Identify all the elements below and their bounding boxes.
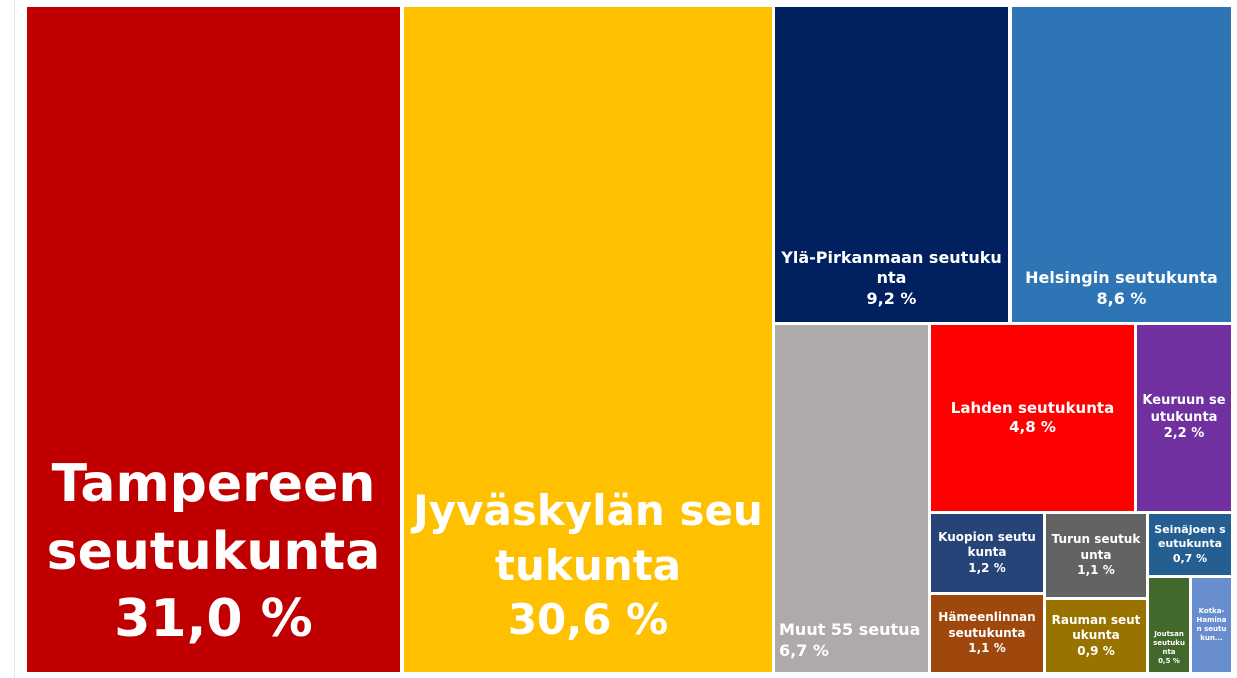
treemap-cell: Rauman seutukunta 0,9 % (1046, 600, 1146, 672)
cell-label: Kotka-Haminan seutukun... (1196, 606, 1227, 643)
cell-value: 8,6 % (1096, 289, 1147, 309)
treemap-cell: Lahden seutukunta 4,8 % (931, 325, 1134, 511)
cell-value: 4,8 % (1009, 418, 1056, 436)
cell-label: Lahden seutukunta (950, 398, 1115, 417)
cell-label: Joutsan seutukunta (1153, 629, 1185, 656)
cell-label: Hämeenlinnan seutukunta (938, 610, 1036, 640)
cell-value: 0,5 % (1158, 656, 1180, 665)
cell-label: Turun seutukunta (1051, 532, 1141, 562)
cell-label: Ylä-Pirkanmaan seutukunta (781, 247, 1002, 288)
cell-value: 6,7 % (779, 641, 829, 661)
treemap-cell: Joutsan seutukunta 0,5 % (1149, 578, 1189, 672)
treemap-cell: Helsingin seutukunta 8,6 % (1012, 7, 1231, 322)
treemap-cell: Muut 55 seutua 6,7 % (775, 325, 928, 672)
treemap-cell: Jyväskylän seutukunta 30,6 % (404, 7, 772, 672)
cell-label: Muut 55 seutua (779, 620, 921, 640)
frame-edge (14, 0, 15, 678)
cell-value: 0,9 % (1077, 643, 1115, 658)
treemap-cell: Keuruun seutukunta 2,2 % (1137, 325, 1231, 511)
treemap-cell: Seinäjoen seutukunta 0,7 % (1149, 514, 1231, 575)
cell-value: 9,2 % (866, 289, 917, 309)
cell-label: Keuruun seutukunta (1142, 392, 1226, 425)
cell-value: 1,2 % (968, 560, 1006, 575)
cell-value: 0,7 % (1172, 551, 1208, 565)
cell-label: Seinäjoen seutukunta (1154, 523, 1226, 551)
treemap-cell: Tampereen seutukunta 31,0 % (27, 7, 400, 672)
treemap-cell: Kuopion seutukunta 1,2 % (931, 514, 1043, 592)
cell-label: Kuopion seutukunta (938, 529, 1036, 560)
cell-value: 2,2 % (1163, 426, 1205, 442)
cell-value: 30,6 % (507, 595, 669, 645)
cell-label: Helsingin seutukunta (1025, 268, 1218, 288)
cell-label: Rauman seutukunta (1051, 612, 1141, 643)
cell-value: 1,1 % (968, 641, 1006, 656)
cell-label: Jyväskylän seutukunta (413, 486, 763, 590)
cell-value: 31,0 % (114, 589, 313, 650)
treemap-cell: Ylä-Pirkanmaan seutukunta 9,2 % (775, 7, 1008, 322)
treemap-cell: Hämeenlinnan seutukunta 1,1 % (931, 595, 1043, 672)
treemap-cell: Kotka-Haminan seutukun... (1192, 578, 1231, 672)
treemap-cell: Turun seutukunta 1,1 % (1046, 514, 1146, 597)
cell-value: 1,1 % (1077, 563, 1115, 578)
cell-label: Tampereen seutukunta (46, 454, 381, 582)
